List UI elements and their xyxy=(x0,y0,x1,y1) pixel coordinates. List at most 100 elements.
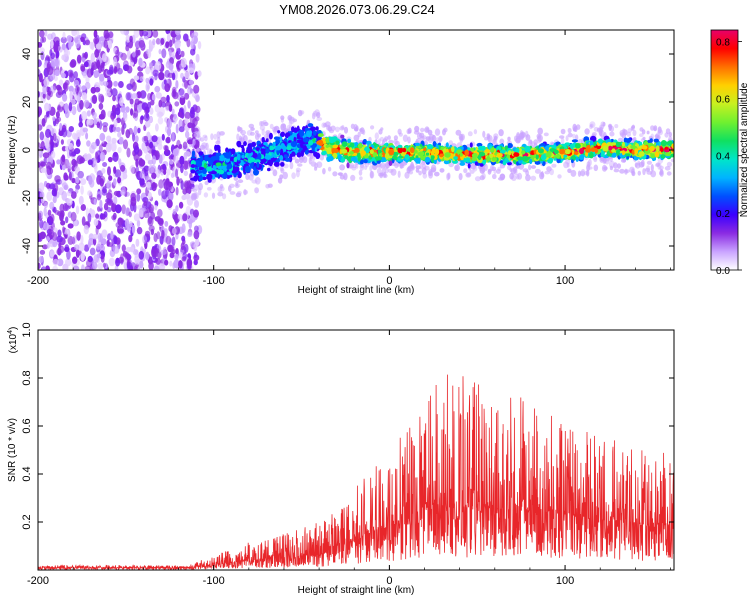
spectrogram-halo-cell xyxy=(280,167,285,174)
spectrogram-halo-cell xyxy=(567,168,572,174)
spectrogram-signal-cell xyxy=(460,146,464,151)
spectrogram-noise-cell xyxy=(134,259,140,265)
colorbar-ticks: 0.00.20.40.60.8 xyxy=(716,37,742,277)
spectrogram-noise-cell xyxy=(79,157,85,164)
spectrogram-noise-cell xyxy=(66,198,73,206)
spectrogram-noise-cell xyxy=(163,228,168,235)
spectrogram-noise-cell xyxy=(164,220,169,227)
spectrogram-halo-cell xyxy=(593,156,598,163)
spectrogram-signal-cell xyxy=(340,134,345,139)
spectrogram-noise-cell xyxy=(107,166,111,176)
spectrogram-noise-cell xyxy=(175,248,179,255)
spectrogram-halo-cell xyxy=(630,126,634,131)
snr-series-line xyxy=(38,374,674,570)
spectrogram-noise-cell xyxy=(60,155,66,166)
spectrogram-signal-cell xyxy=(611,142,616,146)
spectrogram-halo-cell xyxy=(516,133,520,139)
spectrogram-noise-cell xyxy=(108,175,113,181)
spectrogram-signal-cell xyxy=(269,145,273,151)
spectrogram-noise-cell xyxy=(95,226,99,235)
spectrogram-noise-cell xyxy=(106,69,113,75)
spectrogram-noise-cell xyxy=(106,180,112,190)
spectrogram-signal-cell xyxy=(203,162,207,169)
spectrogram-noise-cell xyxy=(175,205,179,212)
spectrogram-halo-cell xyxy=(650,164,654,172)
spectrogram-halo-cell xyxy=(236,133,240,141)
spectrogram-halo-cell xyxy=(632,136,637,142)
spectrogram-noise-cell xyxy=(154,205,158,211)
spectrogram-noise-cell xyxy=(187,122,193,129)
spectrogram-halo-cell xyxy=(609,131,615,137)
figure-title: YM08.2026.073.06.29.C24 xyxy=(279,2,434,17)
spectrogram-signal-cell xyxy=(537,148,544,154)
spectrogram-signal-cell xyxy=(357,143,363,149)
spectrogram-noise-cell xyxy=(125,92,131,101)
spectrogram-signal-cell xyxy=(496,153,503,158)
spectrogram-noise-cell xyxy=(102,186,107,194)
spectrogram-noise-cell xyxy=(149,78,154,86)
spectrogram-noise-cell xyxy=(135,158,139,168)
spectrogram-noise-cell xyxy=(108,257,116,267)
spectrogram-halo-cell xyxy=(269,123,274,130)
spectrogram-signal-cell xyxy=(377,149,382,154)
spectrogram-halo-cell xyxy=(439,168,445,173)
spectrogram-signal-cell xyxy=(347,138,352,144)
spectrogram-signal-cell xyxy=(478,151,486,157)
spectrogram-noise-cell xyxy=(151,155,157,165)
spectrogram-halo-cell xyxy=(294,158,300,164)
spectrogram-noise-cell xyxy=(59,203,65,213)
snr-x-tick-label: 100 xyxy=(556,575,574,587)
spectrogram-noise-cell xyxy=(90,86,97,94)
spectrogram-noise-cell xyxy=(88,233,94,241)
spectrogram-noise-cell xyxy=(56,235,63,243)
spectrogram-halo-cell xyxy=(259,125,266,131)
spectrogram-noise-cell xyxy=(71,236,76,245)
spectrogram-noise-cell xyxy=(178,201,184,209)
spectrogram-signal-cell xyxy=(542,161,546,165)
spectrogram-noise-cell xyxy=(165,106,170,112)
spectrogram-halo-cell xyxy=(665,128,671,135)
spectrogram-halo-cell xyxy=(572,123,577,132)
spectrogram-noise-cell xyxy=(128,127,133,135)
spectrogram-noise-cell xyxy=(63,174,69,181)
spectrogram-noise-cell xyxy=(172,91,179,100)
spectrogram-noise-cell xyxy=(57,229,62,238)
spectrogram-noise-cell xyxy=(42,93,46,99)
spectrogram-noise-cell xyxy=(139,177,145,186)
spectrogram-halo-cell xyxy=(487,135,493,143)
spectrogram-halo-cell xyxy=(384,136,389,142)
spectrogram-noise-cell xyxy=(70,191,77,199)
spectrogram-noise-cell xyxy=(96,243,102,250)
spectrogram-halo-cell xyxy=(499,138,505,145)
spectrogram-noise-cell xyxy=(123,112,128,122)
spectrogram-signal-cell xyxy=(230,148,236,155)
spectrogram-halo-cell xyxy=(584,128,590,135)
spectrogram-noise-cell xyxy=(145,77,149,84)
spectrogram-signal-cell xyxy=(545,152,552,158)
spectrogram-signal-cell xyxy=(621,150,626,156)
spectrogram-signal-cell xyxy=(350,156,358,162)
spectrogram-halo-cell xyxy=(484,136,489,141)
spectrogram-noise-cell xyxy=(66,35,73,43)
spectrogram-noise-cell xyxy=(108,31,114,39)
spectrogram-noise-cell xyxy=(154,104,160,113)
spectrogram-noise-cell xyxy=(61,43,66,51)
colorbar-gradient xyxy=(710,29,739,271)
spectrogram-signal-cell xyxy=(490,147,495,154)
spectrogram-halo-cell xyxy=(289,117,295,124)
spectrogram-noise-cell xyxy=(105,91,112,97)
spectrogram-noise-cell xyxy=(95,43,102,50)
spectrogram-signal-cell xyxy=(251,141,256,147)
spectrogram-halo-cell xyxy=(228,185,232,192)
spectrogram-signal-cell xyxy=(459,162,466,166)
spectrogram-noise-cell xyxy=(179,95,186,106)
spectrogram-noise-cell xyxy=(110,142,117,152)
spectrogram-noise-cell xyxy=(49,90,53,98)
spectrogram-noise-cell xyxy=(139,170,145,179)
spectrogram-halo-cell xyxy=(557,174,562,179)
spectrogram-noise-cell xyxy=(146,30,152,38)
spectrogram-noise-cell xyxy=(69,90,73,101)
spectrogram-halo-cell xyxy=(297,163,303,167)
spectrogram-signal-cell xyxy=(653,138,659,143)
spectrogram-halo-cell xyxy=(420,127,425,133)
